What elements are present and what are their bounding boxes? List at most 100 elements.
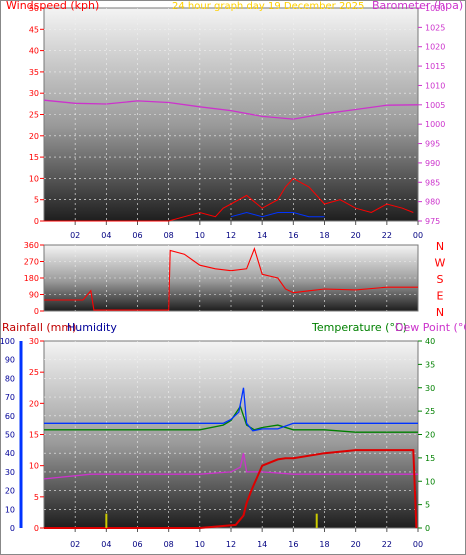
y-tick-label: 10	[29, 174, 39, 183]
wind-x-axis-ticks: 02 04 06 08 10 12 14 16 18 20 22 00	[70, 221, 423, 240]
rainfall-axis-label: Rainfall (mm)	[2, 321, 76, 334]
temperature-y-axis-ticks: 0 5 10 15 20 25 30 35 40	[418, 337, 435, 533]
y-tick-label: 1000	[425, 120, 445, 129]
x-tick-label: 10	[195, 231, 205, 240]
x-tick-label: 20	[351, 231, 361, 240]
humidity-line	[44, 387, 418, 432]
y-tick-label: 0	[34, 307, 39, 316]
y-tick-label: 5	[34, 493, 39, 502]
rainfall-y-axis-ticks: 0 5 10 15 20 25 30	[29, 337, 44, 533]
y-tick-label: 20	[29, 132, 39, 141]
y-tick-label: 15	[29, 153, 39, 162]
y-tick-label: 20	[5, 487, 15, 496]
y-tick-label: 0	[34, 524, 39, 533]
x-tick-label: 08	[164, 231, 174, 240]
y-tick-label: 1015	[425, 62, 445, 71]
y-tick-label: 90	[5, 356, 15, 365]
x-tick-label: 12	[226, 540, 236, 549]
y-tick-label: 20	[29, 399, 39, 408]
x-tick-label: 00	[413, 540, 423, 549]
compass-label: S	[437, 273, 444, 286]
y-tick-label: 990	[425, 159, 440, 168]
compass-label: N	[436, 240, 444, 253]
barometer-axis-label: Barometer (hpa)	[372, 0, 463, 12]
windspeed-axis-label: Windspeed (kph)	[6, 0, 99, 12]
y-tick-label: 50	[5, 431, 15, 440]
y-tick-label: 70	[5, 393, 15, 402]
compass-label: E	[437, 290, 444, 303]
y-tick-label: 40	[29, 47, 39, 56]
x-tick-label: 16	[288, 231, 298, 240]
x-tick-label: 00	[413, 231, 423, 240]
x-tick-label: 14	[257, 231, 267, 240]
y-tick-label: 5	[425, 501, 430, 510]
x-tick-label: 22	[382, 540, 392, 549]
x-tick-label: 10	[195, 540, 205, 549]
y-tick-label: 1010	[425, 81, 445, 90]
y-tick-label: 5	[34, 196, 39, 205]
temp-hum-grid	[44, 341, 418, 528]
y-tick-label: 35	[425, 360, 435, 369]
x-tick-label: 04	[101, 540, 111, 549]
dewpoint-axis-label: Dew Point (°C)	[395, 321, 466, 334]
y-tick-label: 0	[425, 524, 430, 533]
compass-label: N	[436, 306, 444, 319]
gust-line	[230, 211, 325, 218]
x-tick-label: 12	[226, 231, 236, 240]
y-tick-label: 10	[5, 505, 15, 514]
y-tick-label: 40	[5, 449, 15, 458]
y-tick-label: 15	[425, 454, 435, 463]
x-tick-label: 22	[382, 231, 392, 240]
baro-y-axis-ticks: 975 980 985 990 995 1000 1005 1010 1015 1020 1025 1…	[418, 4, 445, 226]
humidity-y-axis-ticks: 0 10 20 30 40 50 60 70 80 90 100	[0, 337, 15, 533]
temperature-axis-label: Temperature (°C)	[311, 321, 407, 334]
x-tick-label: 02	[70, 540, 80, 549]
x-tick-label: 20	[351, 540, 361, 549]
x-tick-label: 04	[101, 231, 111, 240]
windspeed-line	[44, 177, 414, 222]
y-tick-label: 30	[425, 384, 435, 393]
y-tick-label: 20	[425, 431, 435, 440]
wind-y-axis-ticks: 0 5 10 15 20 25 30 35 40 45 50	[29, 4, 44, 226]
y-tick-label: 995	[425, 140, 440, 149]
y-tick-label: 15	[29, 431, 39, 440]
wind-direction-line	[44, 247, 418, 311]
direction-y-axis-ticks: 0 90 180 270 360	[24, 241, 44, 316]
y-tick-label: 1025	[425, 23, 445, 32]
x-tick-label: 14	[257, 540, 267, 549]
y-tick-label: 25	[29, 368, 39, 377]
y-tick-label: 30	[5, 468, 15, 477]
y-tick-label: 35	[29, 68, 39, 77]
temperature-line	[44, 404, 418, 433]
x-tick-label: 06	[132, 540, 142, 549]
x-tick-label: 08	[164, 540, 174, 549]
direction-grid	[44, 245, 418, 311]
x-tick-label: 18	[319, 540, 329, 549]
y-tick-label: 1030	[425, 4, 445, 13]
barometer-line	[43, 99, 419, 120]
dewpoint-line	[43, 453, 418, 480]
x-tick-label: 16	[288, 540, 298, 549]
y-tick-label: 0	[10, 524, 15, 533]
y-tick-label: 25	[425, 407, 435, 416]
y-tick-label: 100	[0, 337, 15, 346]
y-tick-label: 1005	[425, 101, 445, 110]
wind-baro-grid	[44, 8, 418, 221]
y-tick-label: 10	[425, 477, 435, 486]
temp-x-axis-ticks: 02 04 06 08 10 12 14 16 18 20 22 00	[70, 528, 423, 549]
rain-rate-marks	[105, 513, 318, 528]
y-tick-label: 1020	[425, 43, 445, 52]
y-tick-label: 360	[24, 241, 39, 250]
chart-title: 24 hour graph day 19 December 2025	[172, 1, 364, 12]
y-tick-label: 25	[29, 111, 39, 120]
y-tick-label: 980	[425, 198, 440, 207]
rainfall-line	[44, 449, 418, 529]
compass-label: W	[435, 257, 446, 270]
y-tick-label: 270	[24, 258, 39, 267]
y-tick-label: 45	[29, 25, 39, 34]
x-tick-label: 18	[319, 231, 329, 240]
y-tick-label: 985	[425, 178, 440, 187]
